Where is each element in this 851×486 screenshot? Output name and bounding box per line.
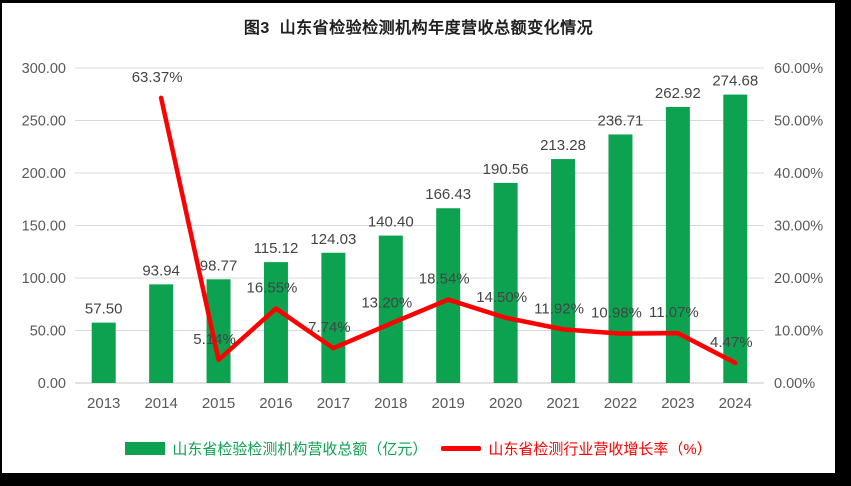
line-value-label: 11.92% <box>534 300 584 317</box>
y-axis-tick-label-left: 0.00 <box>38 376 66 392</box>
line-value-label: 10.98% <box>591 305 642 322</box>
bar <box>665 106 690 384</box>
bar <box>493 182 518 383</box>
bar-value-label: 98.77 <box>200 257 238 274</box>
y-axis-tick-label-left: 100.00 <box>22 271 66 287</box>
legend-label-growth: 山东省检测行业营收增长率（%） <box>488 440 712 458</box>
bar <box>321 252 346 383</box>
line-value-label: 18.54% <box>419 271 470 288</box>
line-value-label: 4.47% <box>710 334 753 351</box>
bar <box>723 94 748 383</box>
bar-value-label: 93.94 <box>142 262 180 279</box>
legend-label-revenue: 山东省检验检测机构营收总额（亿元） <box>172 440 428 458</box>
y-axis-tick-label-right: 10.00% <box>774 324 823 340</box>
x-axis-label: 2024 <box>719 395 752 412</box>
y-axis-tick-label-right: 40.00% <box>774 166 823 182</box>
y-axis-tick-label-left: 50.00 <box>30 324 66 340</box>
bar-value-label: 115.12 <box>254 240 299 257</box>
chart-title: 图3 山东省检验检测机构年度营收总额变化情况 <box>243 20 594 37</box>
x-axis-label: 2015 <box>202 395 235 412</box>
y-axis-tick-label-right: 50.00% <box>774 114 823 130</box>
line-value-label: 7.74% <box>308 319 351 336</box>
bar-value-label: 213.28 <box>540 137 586 154</box>
line-series-swatch-icon <box>441 445 482 451</box>
y-axis-tick-label-left: 200.00 <box>22 166 66 182</box>
growth-rate-line <box>158 95 738 366</box>
line-value-label: 11.07% <box>649 304 699 321</box>
bar-series-swatch-icon <box>125 441 166 455</box>
x-axis-label: 2017 <box>317 395 350 412</box>
legend-item-revenue-bars: 山东省检验检测机构营收总额（亿元） <box>125 438 427 459</box>
line-value-label: 13.20% <box>361 295 412 312</box>
bar <box>378 235 403 383</box>
bar-value-label: 166.43 <box>425 186 471 203</box>
chart-canvas: 0.00 0.00% 50.00 10.00% 100.00 20.00% 150.00 30… <box>22 61 824 412</box>
legend-item-growth-line: 山东省检测行业营收增长率（%） <box>441 438 712 459</box>
bar <box>608 134 633 383</box>
x-axis-label: 2020 <box>489 395 522 412</box>
y-axis-tick-label-left: 300.00 <box>22 61 66 77</box>
bar <box>149 284 174 383</box>
bar-value-label: 274.68 <box>712 73 758 90</box>
x-axis-label: 2023 <box>661 395 694 412</box>
line-value-label: 63.37% <box>132 69 183 86</box>
bar <box>263 262 288 383</box>
line-value-label: 14.50% <box>476 289 527 306</box>
y-axis-tick-label-right: 30.00% <box>774 219 823 235</box>
bar-value-label: 124.03 <box>310 231 356 248</box>
y-axis-tick-label-left: 250.00 <box>22 114 66 130</box>
bar <box>436 208 461 383</box>
line-value-label: 5.14% <box>193 331 236 348</box>
bar-value-label: 236.71 <box>598 112 644 129</box>
y-axis-tick-label-right: 60.00% <box>774 61 823 77</box>
x-axis-label: 2016 <box>259 395 292 412</box>
x-axis-label: 2022 <box>604 395 637 412</box>
bar-value-label: 140.40 <box>368 214 414 231</box>
legend: 山东省检验检测机构营收总额（亿元） 山东省检测行业营收增长率（%） <box>2 423 835 473</box>
x-axis-label: 2018 <box>374 395 407 412</box>
x-axis-label: 2019 <box>432 395 465 412</box>
y-axis-tick-label-right: 20.00% <box>774 271 823 287</box>
bar-value-label: 262.92 <box>655 85 701 102</box>
bar <box>91 322 116 383</box>
x-axis-label: 2021 <box>546 395 579 412</box>
bar-value-label: 190.56 <box>483 161 529 178</box>
x-axis-label: 2014 <box>144 395 177 412</box>
y-axis-tick-label-left: 150.00 <box>22 219 66 235</box>
line-value-label: 16.55% <box>247 280 298 297</box>
bar-value-label: 57.50 <box>85 301 123 318</box>
y-axis-tick-label-right: 0.00% <box>774 376 815 392</box>
bar <box>551 159 576 383</box>
x-axis-label: 2013 <box>87 395 120 412</box>
